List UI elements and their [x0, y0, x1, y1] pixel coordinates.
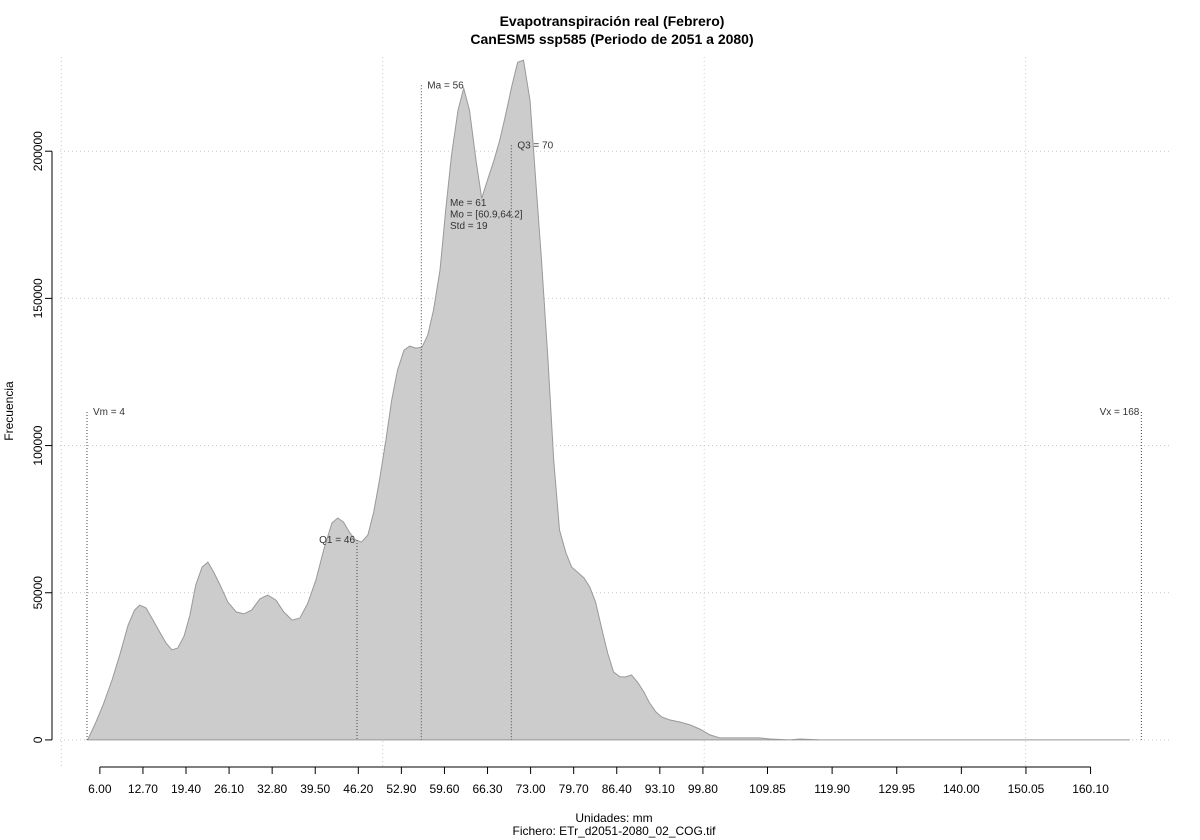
x-tick-label: 99.80	[688, 782, 718, 796]
annotation-label: Ma = 56	[427, 80, 464, 91]
stats-label: Std = 19	[450, 221, 488, 232]
y-tick-label: 100000	[31, 425, 45, 465]
x-tick-label: 66.30	[473, 782, 503, 796]
stats-label: Mo = [60.9,64.2]	[450, 210, 523, 221]
caption: Fichero: ETr_d2051-2080_02_COG.tif	[513, 824, 717, 838]
y-tick-label: 150000	[31, 278, 45, 318]
stats-label: Me = 61	[450, 198, 487, 209]
x-tick-label: 32.80	[257, 782, 287, 796]
x-tick-label: 160.10	[1072, 782, 1109, 796]
annotation-label: Q3 = 70	[517, 140, 553, 151]
x-tick-label: 86.40	[602, 782, 632, 796]
x-tick-label: 46.20	[343, 782, 373, 796]
x-tick-label: 119.90	[814, 782, 850, 796]
x-tick-label: 39.50	[300, 782, 330, 796]
annotation-label: Vm = 4	[93, 407, 125, 418]
y-axis-label: Frecuencia	[2, 381, 16, 441]
x-tick-label: 12.70	[128, 782, 158, 796]
x-tick-label: 59.60	[429, 782, 459, 796]
x-axis-label: Unidades: mm	[575, 811, 652, 825]
x-tick-label: 73.00	[516, 782, 546, 796]
x-tick-label: 109.85	[749, 782, 786, 796]
chart-subtitle: CanESM5 ssp585 (Periodo de 2051 a 2080)	[470, 31, 753, 47]
y-tick-label: 200000	[31, 131, 45, 171]
x-tick-label: 129.95	[878, 782, 915, 796]
x-tick-label: 26.10	[214, 782, 244, 796]
x-tick-label: 19.40	[171, 782, 201, 796]
y-tick-label: 0	[31, 736, 45, 743]
annotation-label: Vx = 168	[1100, 407, 1140, 418]
x-tick-label: 52.90	[386, 782, 416, 796]
x-tick-label: 140.00	[943, 782, 980, 796]
x-tick-label: 79.70	[559, 782, 589, 796]
density-area	[86, 59, 1130, 741]
x-tick-label: 150.05	[1008, 782, 1045, 796]
y-tick-label: 50000	[31, 576, 45, 610]
x-tick-label: 93.10	[645, 782, 675, 796]
annotation-label: Q1 = 46	[319, 535, 355, 546]
chart-title: Evapotranspiración real (Febrero)	[500, 13, 725, 29]
x-tick-label: 6.00	[88, 782, 112, 796]
